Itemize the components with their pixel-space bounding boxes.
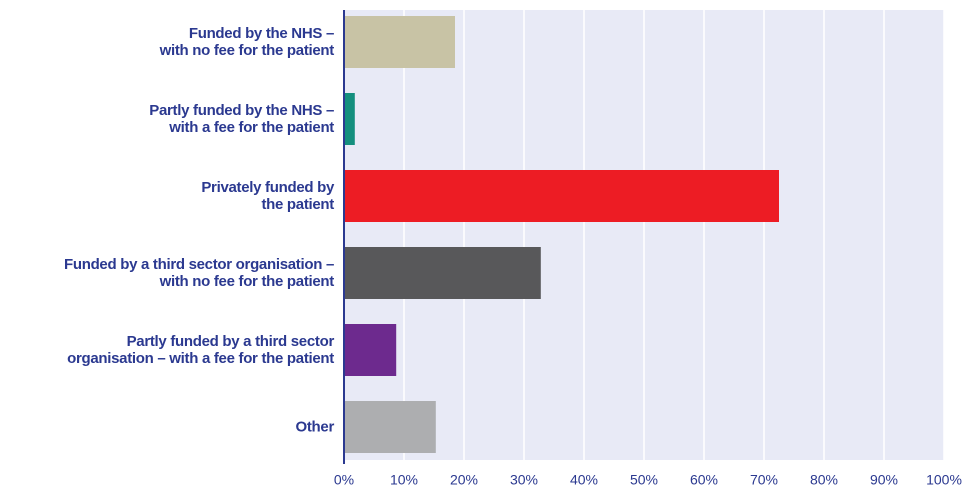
x-tick-label: 70% <box>750 472 778 488</box>
x-tick-label: 50% <box>630 472 658 488</box>
x-tick-label: 0% <box>334 472 354 488</box>
bar <box>344 93 355 145</box>
category-label: Other <box>295 418 334 436</box>
x-tick-label: 90% <box>870 472 898 488</box>
bar <box>344 16 455 68</box>
bar <box>344 401 436 453</box>
category-label: Partly funded by the NHS – with a fee fo… <box>149 102 334 136</box>
category-label: Partly funded by a third sector organisa… <box>67 333 334 367</box>
x-tick-label: 20% <box>450 472 478 488</box>
bar <box>344 247 541 299</box>
x-tick-label: 40% <box>570 472 598 488</box>
bar <box>344 324 397 376</box>
x-tick-label: 10% <box>390 472 418 488</box>
x-tick-label: 80% <box>810 472 838 488</box>
bar <box>344 170 779 222</box>
category-label: Funded by the NHS – with no fee for the … <box>159 25 335 59</box>
x-tick-label: 30% <box>510 472 538 488</box>
x-tick-label: 60% <box>690 472 718 488</box>
category-label: Funded by a third sector organisation – … <box>63 256 334 290</box>
category-label: Privately funded by the patient <box>201 179 334 213</box>
x-tick-label: 100% <box>926 472 962 488</box>
